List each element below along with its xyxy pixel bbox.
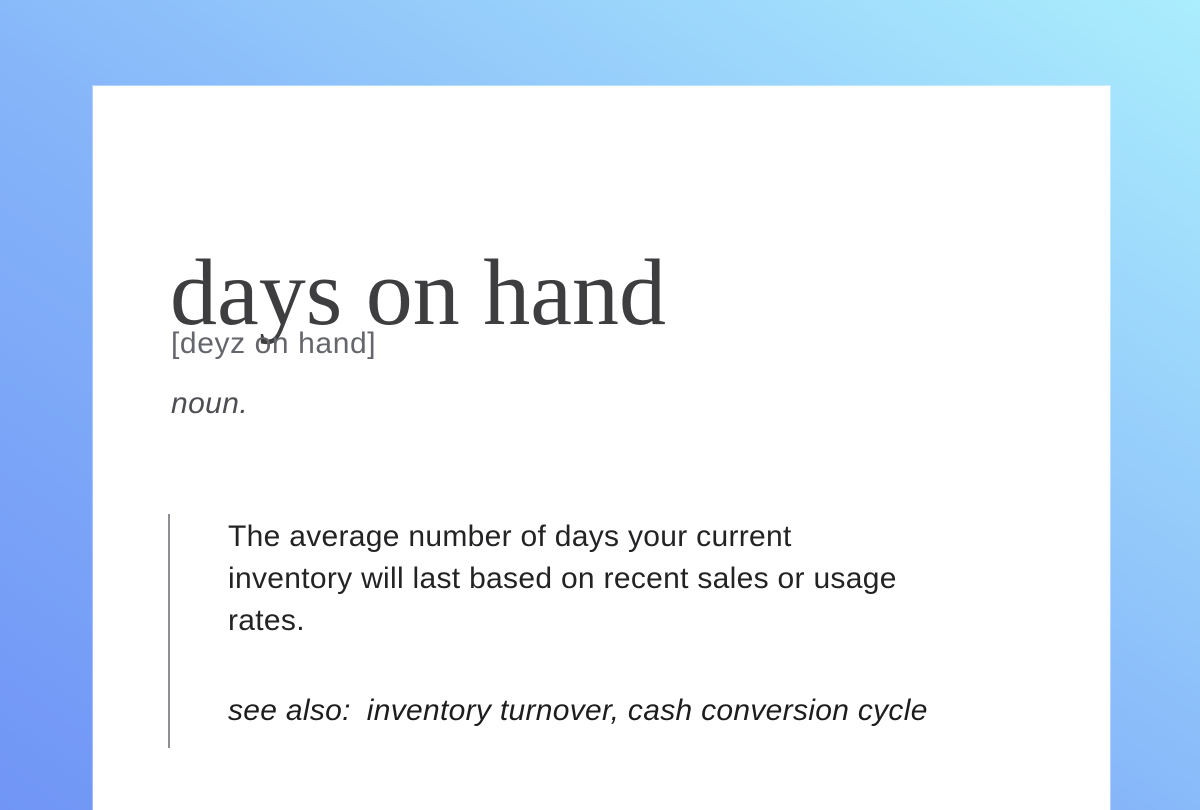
definition-line: The average number of days your current — [228, 520, 792, 553]
see-also-terms: inventory turnover, cash conversion cycl… — [366, 694, 928, 727]
definition-line: rates. — [228, 604, 305, 637]
vertical-rule — [168, 514, 170, 748]
pronunciation-text: [deyz on hand] — [171, 327, 377, 360]
definition-section: The average number of days your current … — [168, 514, 1068, 748]
definition-line: inventory will last based on recent sale… — [228, 562, 897, 595]
definition-text: The average number of days your current … — [228, 514, 1068, 642]
part-of-speech-label: noun. — [171, 387, 249, 420]
see-also-row: see also: inventory turnover, cash conve… — [228, 690, 1068, 732]
headword-title: days on hand — [170, 240, 667, 345]
definition-card: days on hand [deyz on hand] noun. The av… — [93, 86, 1110, 810]
see-also-label: see also: — [228, 694, 351, 727]
